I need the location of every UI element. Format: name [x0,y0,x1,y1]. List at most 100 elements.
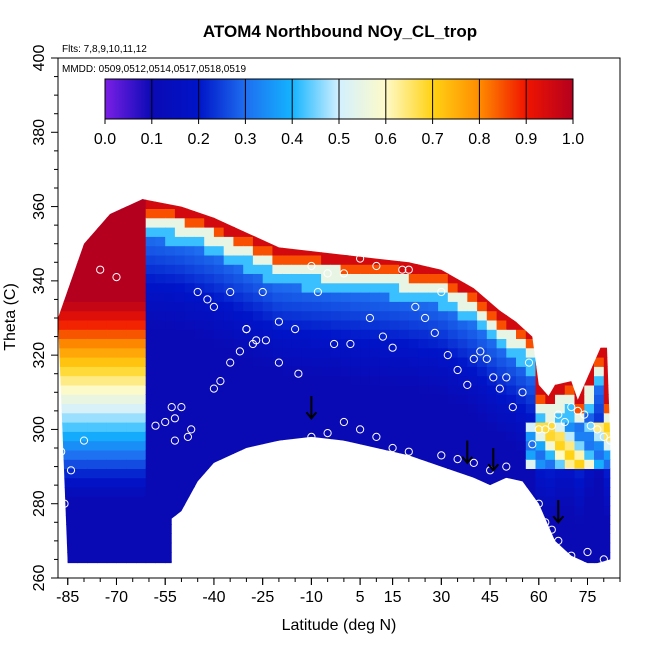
observation-point [586,421,595,430]
field-cell [145,394,156,404]
field-cell [467,199,478,209]
field-cell [584,264,595,274]
field-cell [272,366,283,377]
observation-point [463,380,472,389]
field-cell [350,199,361,209]
field-cell [243,338,254,349]
field-cell [291,431,303,442]
field-cell [467,329,478,339]
field-cell [418,449,429,460]
field-cell [603,505,611,516]
field-cell [467,431,478,442]
field-cell [516,181,526,191]
field-cell [194,319,205,330]
field-cell [301,366,312,377]
field-cell [87,319,98,330]
field-cell [126,310,137,321]
field-cell [516,347,527,358]
field-cell [457,487,468,497]
field-cell [87,496,98,507]
field-cell [194,273,205,284]
field-cell [418,301,429,312]
field-cell [136,542,147,553]
field-cell [155,468,166,479]
field-cell [87,264,98,274]
field-cell [330,292,342,302]
field-cell [116,542,127,553]
field-cell [126,199,137,200]
field-cell [233,273,244,284]
field-cell [136,459,147,469]
field-cell [155,412,166,423]
field-cell [321,208,332,219]
field-cell [408,375,420,386]
field-cell [574,217,585,228]
field-cell [594,236,605,247]
field-cell [369,338,381,349]
field-cell [379,561,390,564]
field-cell [311,254,322,265]
field-cell [58,431,69,442]
field-cell [418,505,429,516]
field-cell [389,310,400,321]
field-cell [477,347,488,358]
field-cell [447,542,459,553]
field-cell [477,459,488,469]
field-cell [486,533,498,544]
field-cell [525,524,537,534]
field-cell [291,496,303,507]
field-cell [525,431,537,442]
field-cell [603,282,611,293]
field-cell [87,375,98,386]
field-cell [603,552,611,562]
field-cell [330,394,342,404]
field-cell [389,394,400,404]
field-cell [301,542,312,553]
field-cell [174,542,186,553]
field-cell [213,524,225,534]
field-cell [555,468,566,479]
field-cell [243,245,254,256]
field-cell [350,422,361,432]
observation-point [567,551,576,560]
field-cell [574,468,585,479]
field-cell [496,245,507,256]
field-cell [360,319,371,330]
field-cell [555,487,566,497]
field-cell [457,561,468,564]
field-cell [213,273,225,284]
observation-point [534,425,543,434]
field-cell [184,236,195,247]
field-cell [282,301,293,312]
field-cell [350,468,361,479]
field-cell [614,394,624,404]
field-cell [379,552,390,562]
field-cell [603,292,611,302]
field-cell [525,199,537,209]
field-cell [233,217,244,228]
field-cell [272,329,283,339]
field-cell [223,487,234,497]
field-cell [389,514,400,525]
field-cell [321,329,332,339]
field-cell [555,431,566,442]
field-cell [165,338,176,349]
field-cell [584,459,595,469]
field-cell [311,217,322,228]
field-cell [516,338,527,349]
field-cell [252,245,264,256]
field-cell [301,459,312,469]
field-cell [486,329,498,339]
field-cell [184,264,195,274]
field-cell [428,199,439,200]
field-cell [272,273,283,284]
field-cell [457,533,468,544]
field-cell [116,347,127,358]
field-cell [418,477,429,488]
field-cell [564,254,576,265]
field-cell [252,199,264,209]
field-cell [126,245,137,256]
field-cell [116,514,127,525]
field-cell [614,506,624,516]
field-cell [262,384,273,395]
